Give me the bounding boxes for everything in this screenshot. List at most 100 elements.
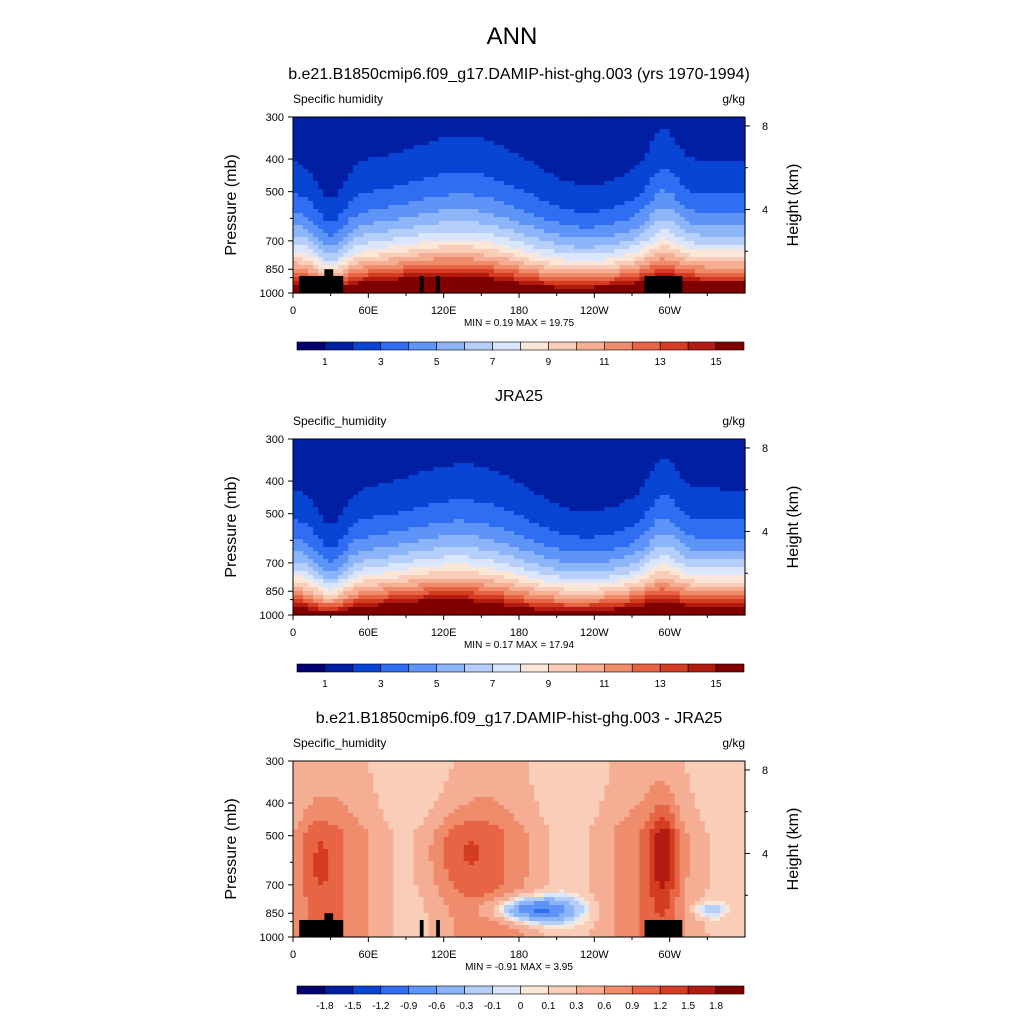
contour-cell bbox=[398, 463, 405, 468]
contour-cell bbox=[659, 165, 666, 170]
contour-cell bbox=[318, 261, 324, 266]
contour-cell bbox=[388, 253, 395, 258]
contour-cell bbox=[564, 289, 570, 294]
contour-cell bbox=[443, 285, 450, 290]
contour-cell bbox=[554, 157, 560, 162]
contour-cell bbox=[724, 237, 731, 242]
contour-cell bbox=[513, 245, 520, 250]
contour-cell bbox=[308, 189, 314, 194]
contour-cell bbox=[423, 253, 430, 258]
contour-cell bbox=[513, 149, 520, 154]
contour-cell bbox=[659, 261, 666, 266]
contour-cell bbox=[639, 193, 646, 198]
contour-cell bbox=[589, 165, 595, 170]
contour-cell bbox=[579, 125, 585, 130]
contour-cell bbox=[353, 455, 359, 460]
contour-cell bbox=[483, 177, 490, 182]
contour-cell bbox=[654, 455, 661, 460]
contour-cell bbox=[393, 117, 400, 122]
contour-cell bbox=[559, 177, 565, 182]
contour-cell bbox=[679, 475, 686, 480]
contour-cell bbox=[478, 145, 485, 150]
contour-cell bbox=[408, 447, 415, 452]
contour-cell bbox=[373, 245, 379, 250]
contour-cell bbox=[559, 197, 565, 202]
contour-cell bbox=[614, 289, 621, 294]
contour-cell bbox=[539, 229, 545, 234]
contour-cell bbox=[624, 241, 631, 246]
contour-cell bbox=[498, 245, 505, 250]
contour-cell bbox=[503, 273, 510, 278]
contour-cell bbox=[408, 229, 415, 234]
contour-cell bbox=[338, 205, 344, 210]
contour-cell bbox=[594, 285, 600, 290]
contour-cell bbox=[293, 117, 299, 122]
contour-cell bbox=[373, 213, 379, 218]
contour-cell bbox=[684, 137, 691, 142]
contour-cell bbox=[353, 177, 359, 182]
contour-cell bbox=[589, 157, 595, 162]
contour-cell bbox=[614, 471, 621, 476]
contour-cell bbox=[554, 281, 560, 286]
contour-cell bbox=[418, 153, 425, 158]
contour-cell bbox=[649, 225, 656, 230]
contour-cell bbox=[318, 463, 324, 468]
contour-cell bbox=[428, 439, 435, 444]
contour-cell bbox=[498, 161, 505, 166]
contour-cell bbox=[338, 249, 344, 254]
contour-cell bbox=[669, 261, 676, 266]
contour-cell bbox=[664, 233, 671, 238]
contour-cell bbox=[624, 169, 631, 174]
contour-cell bbox=[433, 193, 440, 198]
contour-cell bbox=[328, 125, 334, 130]
contour-cell bbox=[694, 129, 701, 134]
contour-cell bbox=[413, 479, 420, 484]
main-title: ANN bbox=[487, 23, 538, 50]
contour-cell bbox=[699, 161, 706, 166]
contour-cell bbox=[473, 253, 480, 258]
contour-cell bbox=[378, 281, 384, 286]
contour-cell bbox=[398, 169, 405, 174]
contour-cell bbox=[729, 285, 736, 290]
contour-cell bbox=[478, 463, 485, 468]
contour-cell bbox=[303, 169, 309, 174]
contour-cell bbox=[609, 229, 616, 234]
contour-cell bbox=[423, 285, 430, 290]
contour-cell bbox=[338, 253, 344, 258]
contour-cell bbox=[739, 153, 746, 158]
contour-cell bbox=[428, 133, 435, 138]
contour-cell bbox=[383, 289, 390, 294]
contour-cell bbox=[508, 229, 515, 234]
contour-cell bbox=[659, 197, 666, 202]
contour-cell bbox=[443, 153, 450, 158]
contour-cell bbox=[343, 451, 349, 456]
contour-cell bbox=[343, 225, 349, 230]
contour-cell bbox=[338, 237, 344, 242]
contour-cell bbox=[443, 225, 450, 230]
contour-cell bbox=[348, 149, 354, 154]
contour-cell bbox=[338, 213, 344, 218]
contour-cell bbox=[614, 209, 621, 214]
contour-cell bbox=[338, 189, 344, 194]
contour-cell bbox=[468, 443, 475, 448]
contour-cell bbox=[378, 237, 384, 242]
contour-cell bbox=[614, 233, 621, 238]
contour-cell bbox=[519, 439, 525, 444]
contour-cell bbox=[594, 459, 600, 464]
contour-cell bbox=[724, 137, 731, 142]
contour-cell bbox=[333, 209, 339, 214]
contour-cell bbox=[599, 285, 605, 290]
contour-cell bbox=[739, 225, 746, 230]
contour-cell bbox=[398, 189, 405, 194]
contour-cell bbox=[679, 173, 686, 178]
contour-cell bbox=[318, 439, 324, 444]
contour-cell bbox=[599, 137, 605, 142]
contour-cell bbox=[368, 117, 374, 122]
contour-cell bbox=[679, 459, 686, 464]
contour-cell bbox=[559, 249, 565, 254]
contour-cell bbox=[443, 455, 450, 460]
contour-cell bbox=[674, 233, 681, 238]
contour-cell bbox=[398, 213, 405, 218]
contour-cell bbox=[308, 463, 314, 468]
